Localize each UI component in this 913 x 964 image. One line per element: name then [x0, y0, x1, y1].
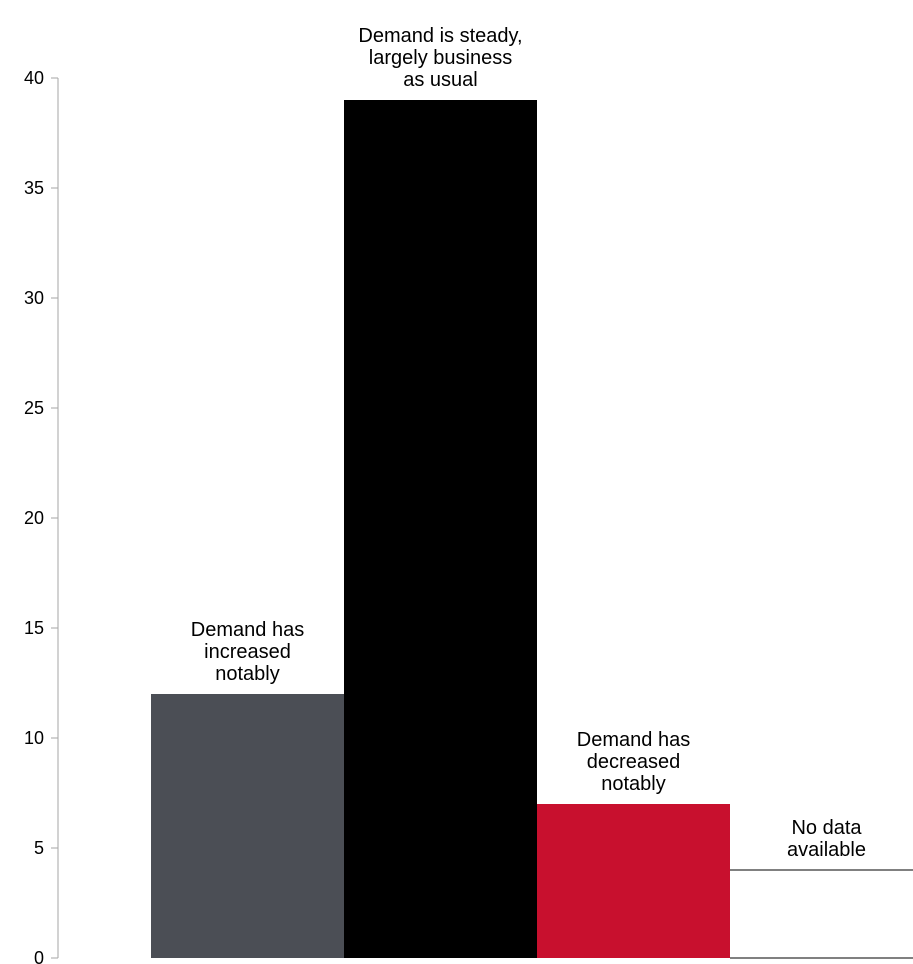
bar-category-label: Demand is steady, largely business as usua…: [358, 25, 522, 91]
y-tick-label: 20: [24, 508, 44, 528]
bar-category-label: Demand has decreased notably: [577, 729, 690, 795]
bar: [344, 100, 537, 958]
y-tick-label: 5: [34, 838, 44, 858]
bar-category-label-line: largely business: [369, 47, 512, 69]
y-tick-label: 40: [24, 68, 44, 88]
y-tick-label: 0: [34, 948, 44, 964]
y-tick-label: 30: [24, 288, 44, 308]
bar-category-label-line: notably: [601, 773, 666, 795]
y-tick-label: 10: [24, 728, 44, 748]
bar: [537, 804, 730, 958]
bar-category-label-line: notably: [215, 663, 280, 685]
y-tick-label: 15: [24, 618, 44, 638]
y-axis: 0 5 10 15 20 25 30 35 40: [24, 68, 59, 964]
bar-category-label-line: as usual: [403, 69, 478, 91]
bar-category-label-line: No data: [791, 817, 862, 839]
bar-category-label-line: Demand has: [191, 619, 304, 641]
bar-category-label: Demand has increased notably: [191, 619, 304, 685]
bar-category-label-line: increased: [204, 641, 291, 663]
bar-category-label-line: decreased: [587, 751, 680, 773]
y-tick-label: 25: [24, 398, 44, 418]
bar-category-label: No data available: [787, 817, 866, 861]
bar: [151, 694, 344, 958]
bar: [730, 870, 913, 958]
bars: [151, 100, 913, 959]
bar-category-label-line: available: [787, 839, 866, 861]
bar-category-label-line: Demand has: [577, 729, 690, 751]
y-tick-label: 35: [24, 178, 44, 198]
bar-category-label-line: Demand is steady,: [358, 25, 522, 47]
